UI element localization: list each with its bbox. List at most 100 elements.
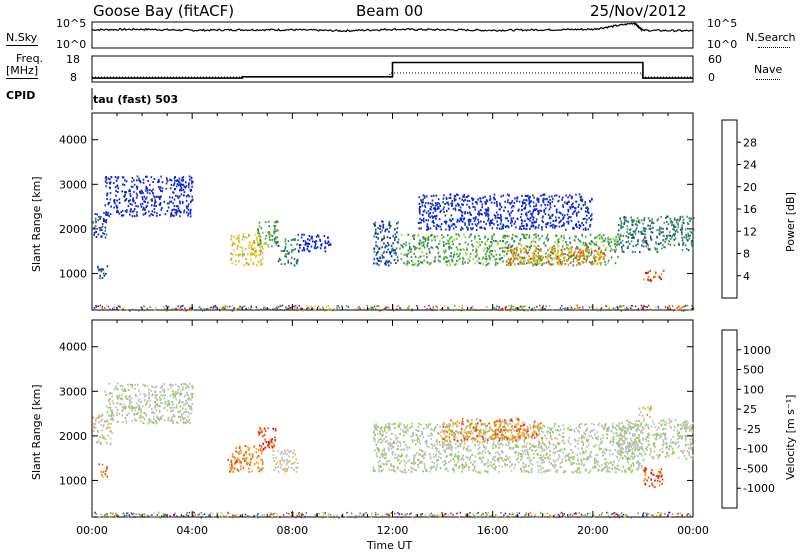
scatter-cell <box>106 475 109 478</box>
scatter-cell <box>596 253 599 256</box>
scatter-cell <box>190 208 192 211</box>
scatter-cell <box>439 205 441 207</box>
scatter-cell <box>562 451 564 454</box>
scatter-cell <box>387 242 389 244</box>
scatter-cell <box>505 455 508 458</box>
scatter-cell <box>593 445 595 448</box>
scatter-cell <box>258 444 261 447</box>
scatter-cell <box>250 244 253 247</box>
scatter-cell <box>188 412 191 415</box>
scatter-cell <box>482 444 485 447</box>
scatter-cell <box>172 420 174 423</box>
band-cell <box>95 306 98 308</box>
scatter-cell <box>423 209 426 212</box>
scatter-cell <box>125 191 128 194</box>
scatter-cell <box>443 443 445 446</box>
scatter-cell <box>511 209 514 212</box>
band-cell <box>236 308 239 310</box>
scatter-cell <box>444 429 446 432</box>
band-cell <box>218 308 221 311</box>
scatter-cell <box>231 465 233 468</box>
scatter-cell <box>587 209 589 212</box>
scatter-cell <box>101 434 104 437</box>
scatter-cell <box>385 456 387 459</box>
scatter-cell <box>552 226 554 229</box>
scatter-cell <box>105 211 107 214</box>
scatter-cell <box>685 247 688 250</box>
scatter-cell <box>234 263 237 266</box>
band-cell <box>232 309 234 312</box>
scatter-cell <box>179 188 182 191</box>
scatter-cell <box>533 263 535 266</box>
scatter-cell <box>378 470 381 473</box>
scatter-cell <box>274 241 277 244</box>
scatter-cell <box>104 438 107 441</box>
band-cell <box>540 307 542 309</box>
scatter-cell <box>234 461 237 464</box>
scatter-cell <box>111 395 113 398</box>
scatter-cell <box>604 260 606 263</box>
scatter-cell <box>485 214 487 217</box>
scatter-cell <box>170 200 173 203</box>
scatter-cell <box>103 272 105 275</box>
scatter-cell <box>385 261 387 264</box>
scatter-cell <box>236 235 239 238</box>
scatter-cell <box>621 239 624 242</box>
scatter-cell <box>536 461 539 463</box>
scatter-cell <box>167 419 169 422</box>
scatter-cell <box>547 249 549 252</box>
scatter-cell <box>406 454 408 457</box>
scatter-cell <box>557 254 560 257</box>
scatter-cell <box>461 220 464 223</box>
scatter-cell <box>539 258 542 261</box>
scatter-cell <box>100 470 103 473</box>
band-cell <box>509 308 512 310</box>
scatter-cell <box>554 451 557 454</box>
scatter-cell <box>467 445 470 448</box>
scatter-cell <box>180 179 183 182</box>
scatter-cell <box>688 237 691 240</box>
scatter-cell <box>487 459 489 462</box>
scatter-cell <box>526 442 528 445</box>
scatter-cell <box>421 241 423 244</box>
scatter-cell <box>578 254 581 257</box>
nave-tick-low: 0 <box>708 71 715 84</box>
scatter-cell <box>402 246 404 249</box>
scatter-cell <box>171 214 174 217</box>
scatter-cell <box>560 249 563 251</box>
scatter-cell <box>439 225 442 228</box>
scatter-cell <box>506 193 509 196</box>
scatter-cell <box>187 212 190 215</box>
scatter-cell <box>395 262 397 264</box>
scatter-cell <box>584 423 586 426</box>
scatter-cell <box>144 212 146 215</box>
scatter-cell <box>145 403 148 405</box>
scatter-cell <box>525 237 527 240</box>
scatter-cell <box>491 250 494 252</box>
scatter-cell <box>531 261 533 264</box>
scatter-cell <box>394 228 396 231</box>
scatter-cell <box>647 275 650 278</box>
scatter-cell <box>551 438 553 441</box>
scatter-cell <box>577 211 580 214</box>
scatter-cell <box>535 205 537 208</box>
scatter-cell <box>559 264 562 266</box>
scatter-cell <box>129 213 131 216</box>
scatter-cell <box>134 383 137 386</box>
scatter-cell <box>619 235 622 238</box>
scatter-cell <box>445 260 447 263</box>
scatter-cell <box>641 240 644 242</box>
scatter-cell <box>637 469 639 471</box>
scatter-cell <box>245 451 247 453</box>
band-cell <box>336 305 338 307</box>
scatter-cell <box>158 186 160 189</box>
scatter-cell <box>506 423 509 426</box>
scatter-cell <box>109 213 112 216</box>
scatter-cell <box>99 215 102 218</box>
scatter-cell <box>530 225 532 228</box>
scatter-cell <box>582 458 585 460</box>
nsky-tick-high: 10^5 <box>56 17 87 30</box>
scatter-cell <box>179 392 182 395</box>
scatter-cell <box>575 193 577 196</box>
